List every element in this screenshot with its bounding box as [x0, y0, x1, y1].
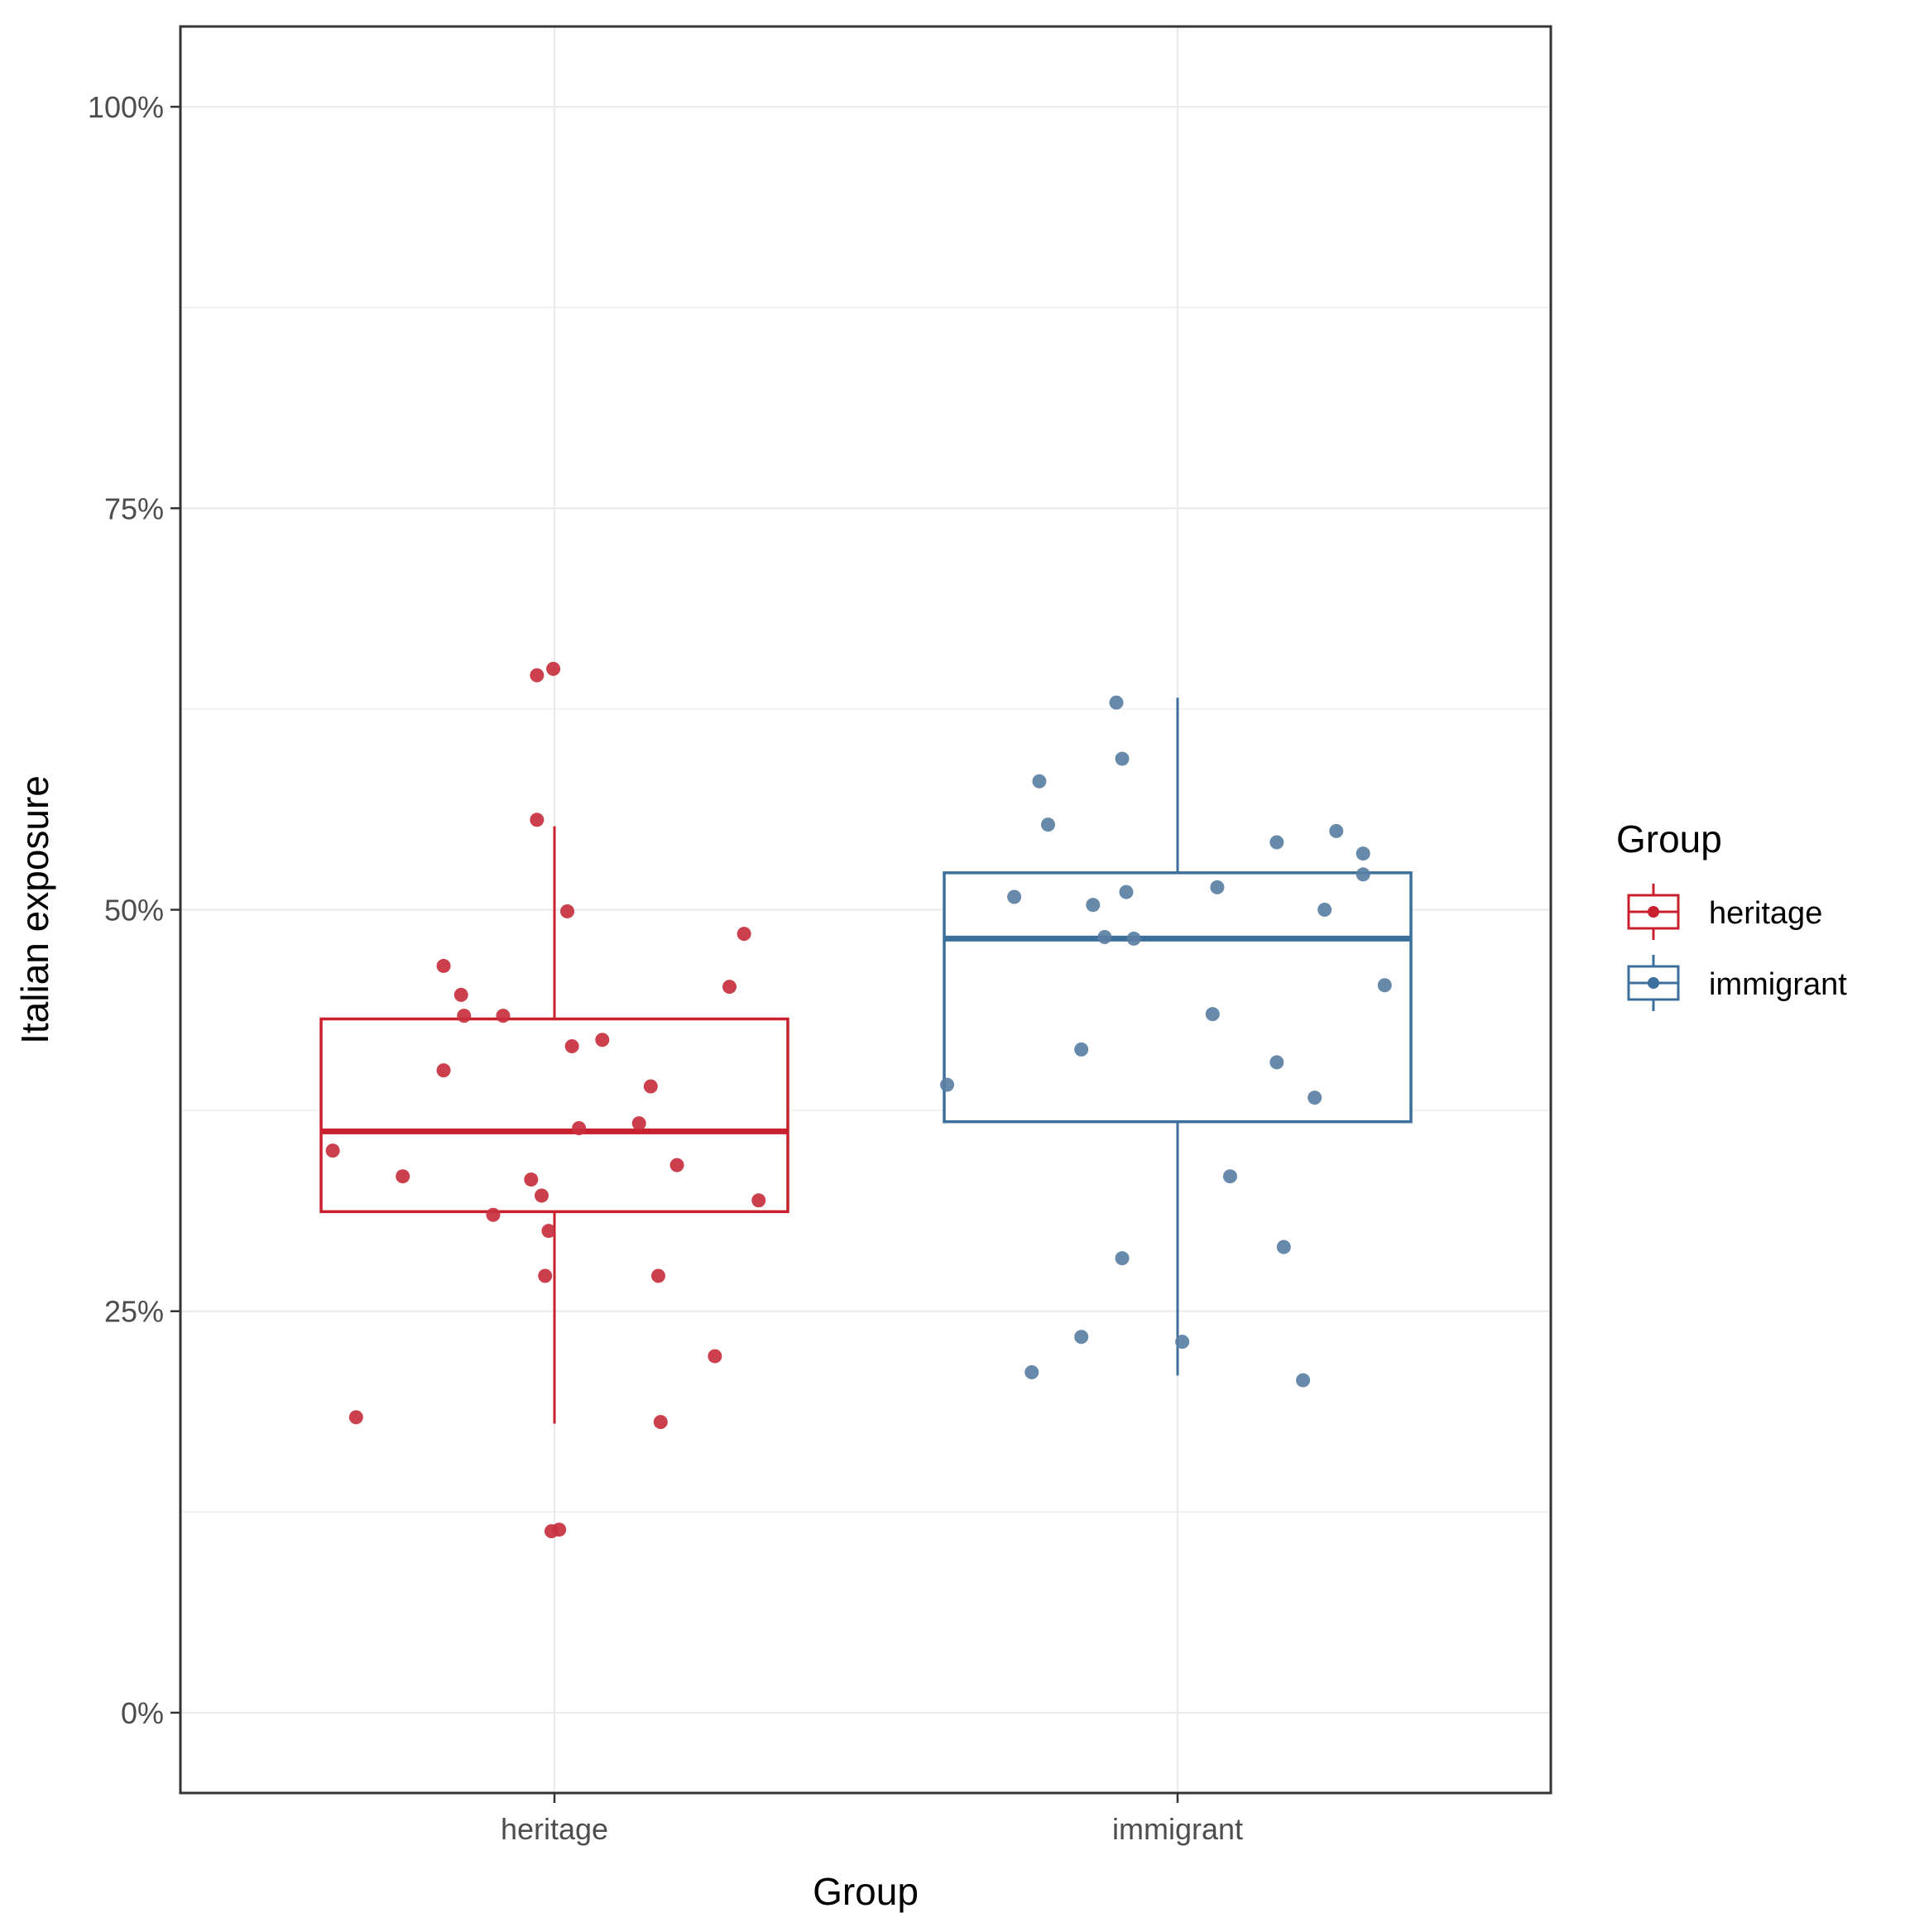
data-point-heritage [348, 1410, 363, 1425]
data-point-immigrant [1210, 880, 1225, 894]
legend-title: Group [1616, 817, 1722, 861]
data-point-immigrant [1377, 978, 1392, 993]
legend-label-heritage: heritage [1709, 896, 1822, 931]
y-tick-label: 100% [88, 90, 164, 124]
data-point-immigrant [1269, 835, 1284, 850]
data-point-heritage [560, 904, 575, 918]
data-point-heritage [534, 1188, 549, 1203]
legend-keys [1627, 884, 1680, 1011]
data-point-immigrant [1074, 1042, 1089, 1057]
data-point-heritage [538, 1268, 553, 1283]
data-point-immigrant [1222, 1169, 1237, 1184]
data-point-heritage [564, 1038, 579, 1053]
data-point-immigrant [1074, 1330, 1089, 1345]
data-point-heritage [325, 1143, 340, 1158]
data-point-heritage [453, 987, 468, 1002]
data-point-heritage [572, 1120, 587, 1135]
data-point-immigrant [1175, 1335, 1190, 1350]
y-tick-label: 0% [121, 1696, 164, 1730]
box-layer [319, 698, 1413, 1424]
data-point-immigrant [1276, 1239, 1291, 1254]
data-point-heritage [751, 1193, 766, 1208]
data-point-heritage [524, 1172, 539, 1187]
data-point-heritage [708, 1349, 722, 1364]
x-tick-label: immigrant [1112, 1812, 1243, 1846]
data-point-heritage [737, 927, 751, 942]
y-tick-label: 25% [104, 1295, 164, 1329]
y-axis-title: Italian exposure [13, 775, 56, 1044]
data-point-immigrant [1205, 1007, 1220, 1022]
data-point-immigrant [1115, 1251, 1130, 1266]
data-point-heritage [669, 1158, 684, 1172]
data-point-immigrant [1040, 817, 1055, 832]
y-tick-label: 50% [104, 894, 164, 928]
data-point-heritage [643, 1079, 658, 1094]
data-point-heritage [436, 958, 451, 973]
data-point-immigrant [1007, 889, 1022, 904]
point-layer [325, 661, 1392, 1539]
data-point-heritage [457, 1009, 472, 1024]
data-point-immigrant [940, 1077, 955, 1092]
y-tick-label: 75% [104, 491, 164, 525]
data-point-heritage [595, 1033, 610, 1047]
legend-label-immigrant: immigrant [1709, 967, 1847, 1002]
data-point-heritage [722, 980, 737, 995]
data-point-heritage [650, 1268, 665, 1283]
data-point-immigrant [1296, 1373, 1311, 1388]
data-point-heritage [653, 1415, 668, 1430]
data-point-immigrant [1086, 898, 1101, 913]
data-point-heritage [436, 1063, 451, 1078]
data-point-heritage [496, 1009, 511, 1024]
legend-key-point-heritage [1648, 906, 1659, 918]
data-point-immigrant [1317, 903, 1332, 917]
data-point-immigrant [1032, 774, 1047, 789]
axis-layer: 0% 25% 50% 75% 100% heritage immigrant [88, 90, 1243, 1846]
data-point-immigrant [1269, 1055, 1284, 1070]
data-point-heritage [486, 1207, 501, 1222]
legend: Group heritage immigrant [1616, 817, 1847, 1011]
data-point-immigrant [1024, 1364, 1039, 1379]
data-point-heritage [530, 668, 545, 683]
data-point-immigrant [1329, 823, 1344, 838]
data-point-immigrant [1126, 931, 1141, 946]
data-point-immigrant [1308, 1091, 1322, 1105]
data-point-heritage [546, 661, 561, 676]
legend-key-point-immigrant [1648, 977, 1659, 989]
data-point-immigrant [1109, 695, 1124, 710]
box-heritage [319, 1017, 789, 1214]
x-tick-label: heritage [501, 1812, 608, 1846]
data-point-immigrant [1097, 929, 1112, 944]
data-point-immigrant [1119, 885, 1134, 899]
data-point-heritage [552, 1522, 567, 1537]
data-point-immigrant [1356, 846, 1370, 861]
data-point-heritage [396, 1169, 410, 1184]
box-immigrant [943, 871, 1413, 1124]
data-point-heritage [530, 813, 545, 827]
data-point-immigrant [1115, 751, 1130, 766]
data-point-immigrant [1356, 867, 1370, 882]
data-point-heritage [541, 1224, 556, 1239]
x-axis-title: Group [813, 1870, 919, 1913]
data-point-heritage [631, 1116, 646, 1131]
